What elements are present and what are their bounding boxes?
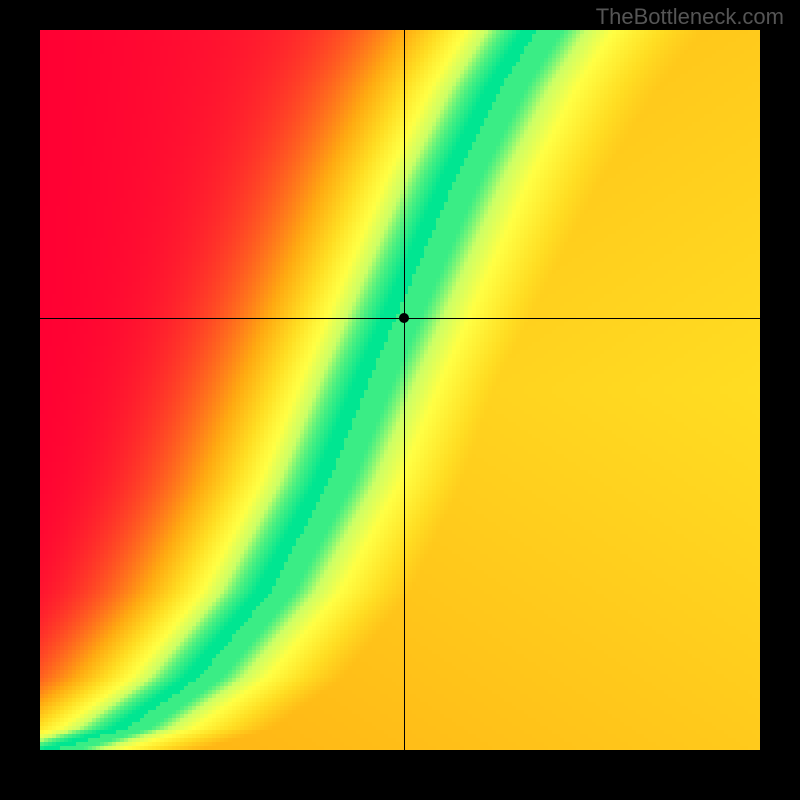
chart-container: TheBottleneck.com (0, 0, 800, 800)
watermark-text: TheBottleneck.com (596, 4, 784, 30)
bottleneck-heatmap (40, 30, 760, 750)
crosshair-vertical (404, 30, 405, 750)
crosshair-point (399, 313, 409, 323)
